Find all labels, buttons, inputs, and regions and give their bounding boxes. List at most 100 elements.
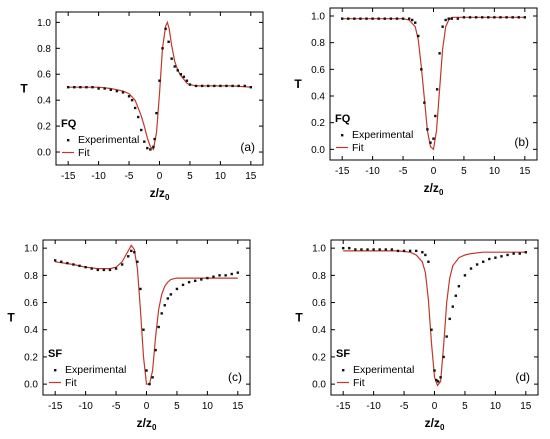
series-experimental-point bbox=[462, 16, 466, 19]
y-tick-label: 0.2 bbox=[312, 352, 326, 363]
series-experimental-point bbox=[200, 84, 204, 88]
series-experimental-point bbox=[102, 268, 106, 272]
series-experimental-point bbox=[442, 355, 445, 359]
series-experimental-point bbox=[225, 84, 228, 88]
y-tick-label: 0.6 bbox=[37, 70, 51, 81]
x-tick-label: -5 bbox=[125, 171, 134, 182]
series-experimental-point bbox=[194, 84, 198, 88]
x-tick-label: 10 bbox=[489, 166, 501, 177]
series-experimental-point bbox=[230, 272, 233, 276]
x-axis-label: z/z0 bbox=[424, 181, 444, 197]
y-tick-label: 0.6 bbox=[312, 298, 326, 309]
series-experimental-point bbox=[432, 137, 435, 140]
series-experimental-point bbox=[371, 17, 374, 20]
series-experimental-point bbox=[173, 65, 176, 68]
legend-fit-label: Fit bbox=[65, 377, 77, 389]
legend-experimental-marker bbox=[342, 369, 345, 372]
series-experimental-point bbox=[420, 68, 423, 71]
y-tick-label: 0.8 bbox=[37, 44, 51, 55]
series-experimental-point bbox=[136, 115, 140, 119]
series-experimental-point bbox=[167, 40, 170, 44]
y-tick-label: 0.0 bbox=[37, 148, 51, 159]
series-experimental-point bbox=[447, 17, 450, 20]
series-experimental-point bbox=[130, 98, 134, 102]
series-experimental-point bbox=[435, 378, 438, 382]
series-experimental-point bbox=[237, 84, 240, 88]
series-experimental-point bbox=[73, 86, 76, 89]
series-experimental-point bbox=[151, 376, 154, 379]
x-tick-label: 0 bbox=[431, 166, 437, 177]
y-axis-label: T bbox=[294, 77, 302, 91]
series-experimental-point bbox=[161, 47, 164, 50]
series-experimental-point bbox=[90, 267, 93, 270]
legend-fit-label: Fit bbox=[353, 377, 365, 389]
legend-fit-label: Fit bbox=[352, 142, 364, 154]
x-tick-label: -15 bbox=[61, 171, 76, 182]
legend-experimental-marker bbox=[341, 134, 344, 137]
series-experimental-point bbox=[359, 17, 362, 20]
series-experimental-point bbox=[410, 18, 414, 22]
series-experimental-point bbox=[487, 16, 490, 19]
series-experimental-point bbox=[430, 328, 433, 331]
y-tick-label: 0.4 bbox=[37, 96, 51, 107]
series-experimental-point bbox=[482, 260, 485, 263]
x-tick-label: -10 bbox=[91, 171, 106, 182]
series-fit-line bbox=[55, 244, 238, 385]
series-experimental-point bbox=[121, 91, 125, 94]
panel-label: (d) bbox=[515, 370, 530, 384]
series-experimental-point bbox=[451, 305, 454, 308]
series-experimental-point bbox=[152, 145, 155, 149]
series-experimental-point bbox=[115, 89, 119, 93]
series-experimental-point bbox=[66, 86, 70, 89]
legend-fit-label: Fit bbox=[78, 147, 90, 159]
series-experimental-point bbox=[402, 249, 406, 253]
series-experimental-point bbox=[456, 17, 460, 20]
y-tick-label: 1.0 bbox=[24, 244, 38, 255]
y-tick-label: 1.0 bbox=[37, 18, 51, 29]
panel-label: (b) bbox=[514, 135, 529, 149]
series-experimental-point bbox=[427, 260, 430, 263]
series-experimental-point bbox=[433, 369, 436, 372]
series-experimental-point bbox=[438, 52, 441, 55]
x-tick-label: 5 bbox=[461, 166, 467, 177]
series-experimental-point bbox=[207, 84, 210, 88]
series-experimental-point bbox=[142, 328, 145, 331]
series-experimental-point bbox=[109, 88, 112, 91]
series-experimental-point bbox=[474, 16, 478, 19]
series-experimental-point bbox=[506, 253, 509, 257]
series-experimental-point bbox=[149, 148, 152, 151]
y-tick-label: 0.2 bbox=[311, 118, 325, 129]
series-experimental-point bbox=[384, 248, 387, 251]
series-experimental-point bbox=[160, 312, 163, 315]
x-tick-label: 15 bbox=[520, 401, 532, 412]
series-experimental-point bbox=[136, 260, 139, 263]
x-axis-label: z/z0 bbox=[425, 416, 445, 432]
series-experimental-point bbox=[155, 111, 158, 115]
chart-panel: -15 -10 -5 0 5 10 15 0.0 0.2 0.4 0.6 0.8 1.0 z/z0 T FQ (… bbox=[294, 7, 538, 197]
y-tick-label: 0.0 bbox=[24, 380, 38, 391]
y-tick-label: 0.6 bbox=[311, 65, 325, 76]
legend-experimental-label: Experimental bbox=[78, 134, 139, 146]
series-experimental-point bbox=[219, 84, 222, 88]
legend-experimental-label: Experimental bbox=[353, 364, 414, 376]
series-experimental-point bbox=[176, 69, 179, 72]
series-experimental-point bbox=[366, 248, 369, 251]
x-tick-label: -10 bbox=[366, 401, 381, 412]
series-experimental-point bbox=[66, 261, 69, 265]
x-tick-label: 10 bbox=[215, 171, 227, 182]
series-experimental-point bbox=[145, 369, 148, 372]
series-experimental-point bbox=[408, 249, 412, 253]
series-experimental-point bbox=[390, 248, 394, 251]
series-experimental-point bbox=[505, 16, 508, 19]
x-tick-label: 0 bbox=[157, 171, 163, 182]
series-experimental-point bbox=[454, 294, 458, 297]
series-experimental-point bbox=[469, 267, 473, 270]
series-experimental-point bbox=[182, 75, 186, 79]
series-experimental-point bbox=[415, 249, 418, 253]
y-axis-label: T bbox=[20, 82, 28, 96]
series-experimental-point bbox=[97, 87, 100, 90]
series-experimental-point bbox=[85, 86, 88, 89]
series-experimental-point bbox=[426, 128, 429, 131]
series-experimental-point bbox=[383, 17, 386, 20]
